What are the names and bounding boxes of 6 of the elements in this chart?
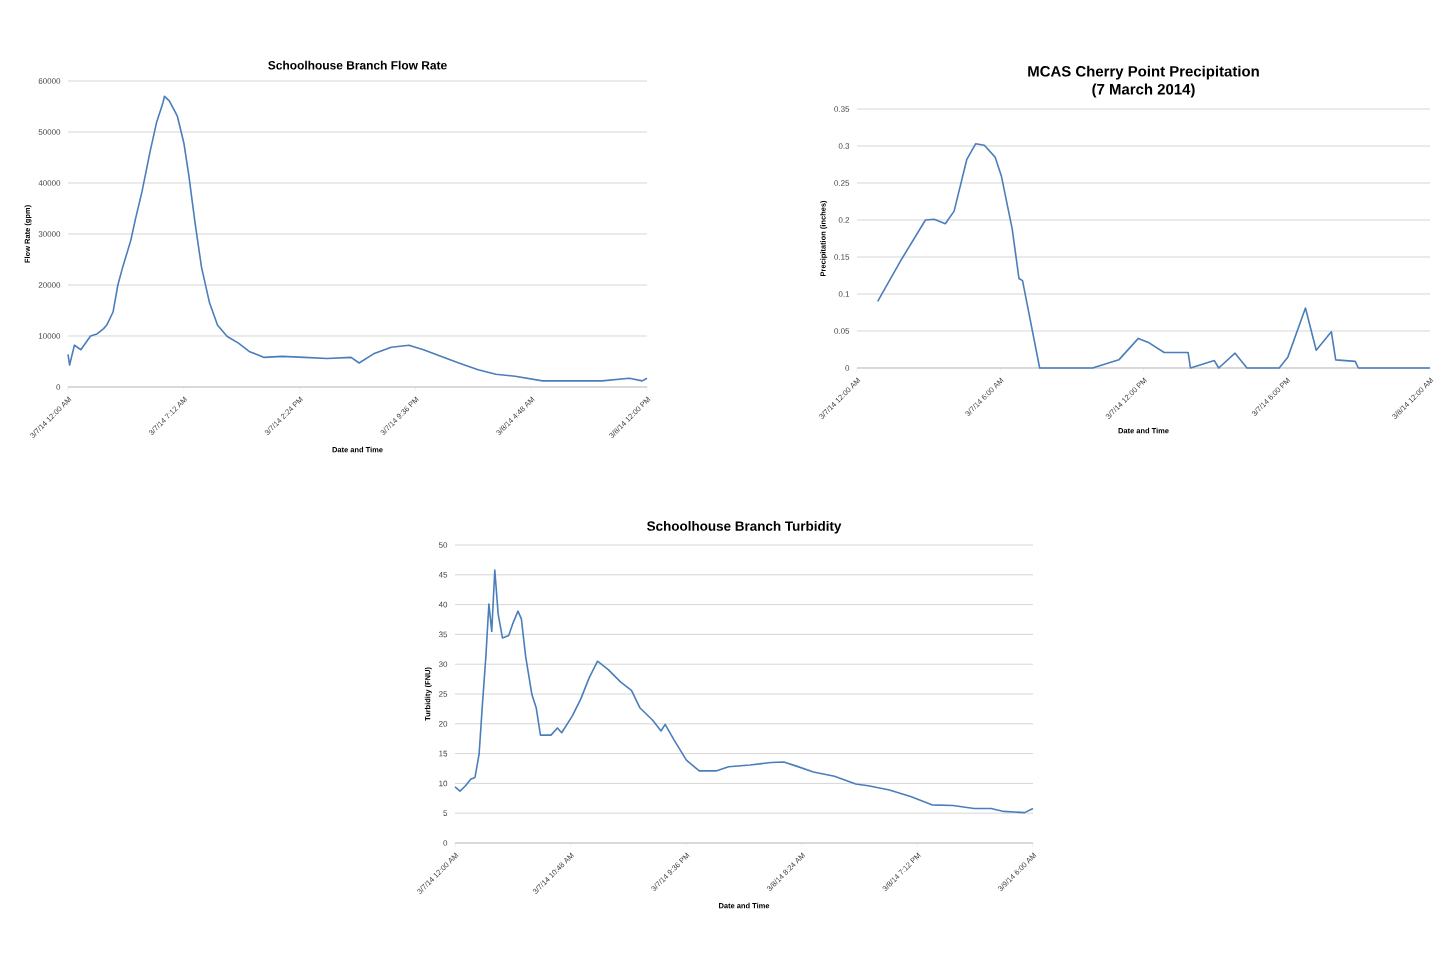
chart-title: Schoolhouse Branch Turbidity	[647, 520, 842, 534]
chart-subtitle: (7 March 2014)	[1092, 83, 1195, 98]
line-series	[454, 569, 1034, 814]
line-series	[876, 142, 1431, 369]
chart-title: MCAS Cherry Point Precipitation	[1028, 65, 1259, 80]
chart-title: Schoolhouse Branch Flow Rate	[268, 60, 447, 70]
